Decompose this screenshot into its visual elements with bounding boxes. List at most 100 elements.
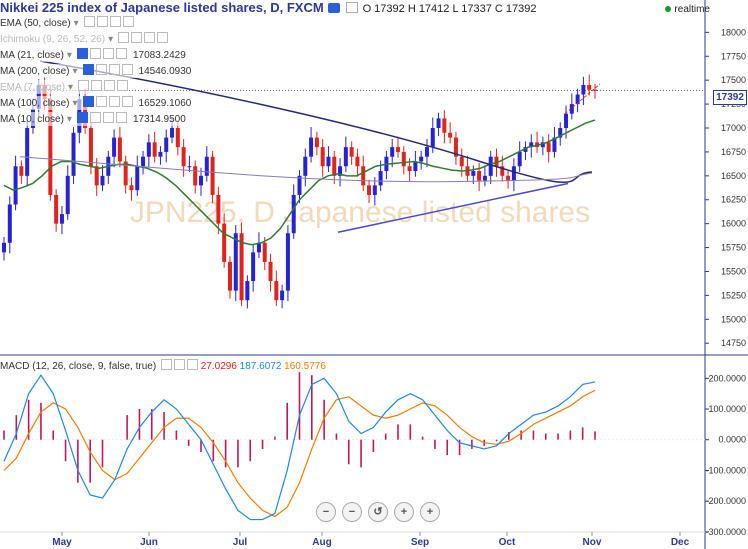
macd-tick-label: 100.0000	[708, 404, 746, 414]
candle	[175, 128, 180, 148]
indicator-row[interactable]: MA (21, close) ▾ 17083.2429	[0, 48, 186, 62]
indicator-label[interactable]: MA (100, close)	[0, 98, 70, 109]
candle	[48, 99, 53, 195]
macd-visibility-icon[interactable]	[160, 359, 172, 370]
candle	[54, 194, 59, 224]
macd-close-icon[interactable]	[186, 359, 198, 370]
indicator-label[interactable]: EMA (50, close)	[0, 18, 71, 29]
candle	[436, 118, 441, 128]
symbol-title[interactable]: Nikkei 225 index of Japanese listed shar…	[0, 0, 324, 15]
visibility-icon[interactable]	[78, 80, 90, 91]
settings-icon[interactable]	[95, 64, 107, 75]
indicator-row[interactable]: Ichimoku (9, 26, 52, 26) ▾	[0, 32, 169, 46]
indicator-row[interactable]: EMA (7, close) ▾	[0, 80, 129, 94]
settings-icon[interactable]	[89, 112, 101, 123]
scroll-right-icon[interactable]: +	[394, 502, 414, 522]
candle	[355, 156, 360, 167]
price-tick-label: 14750	[721, 338, 746, 348]
source-icon[interactable]	[109, 16, 121, 27]
source-icon[interactable]	[102, 48, 114, 59]
candle	[71, 132, 76, 176]
candle	[378, 171, 383, 186]
candle	[25, 128, 30, 176]
settings-icon[interactable]	[91, 80, 103, 91]
candle	[367, 185, 372, 195]
macd-label[interactable]: MACD (12, 26, close, 9, false, true)	[0, 361, 157, 372]
close-icon[interactable]	[157, 32, 169, 43]
source-icon[interactable]	[144, 32, 156, 43]
candle	[193, 166, 198, 186]
ohlc-readout: O 17392 H 17412 L 17337 C 17392	[362, 3, 537, 15]
visibility-icon[interactable]	[82, 96, 94, 107]
close-icon[interactable]	[122, 16, 134, 27]
candle	[407, 166, 412, 172]
indicator-label[interactable]: MA (200, close)	[0, 66, 70, 77]
visibility-icon[interactable]	[83, 16, 95, 27]
candle	[216, 194, 221, 224]
indicator-row[interactable]: MA (200, close) ▾ 14546.0930	[0, 64, 192, 78]
chevron-down-icon[interactable]: ▾	[72, 66, 78, 77]
chevron-down-icon[interactable]: ▾	[66, 50, 72, 61]
settings-icon[interactable]	[345, 2, 358, 13]
chevron-down-icon[interactable]: ▾	[73, 18, 79, 29]
macd-tick-label: -300.0000	[705, 527, 746, 537]
candle	[65, 175, 70, 215]
scroll-left-icon[interactable]: −	[342, 502, 362, 522]
candle	[88, 128, 93, 167]
candle	[540, 142, 545, 148]
candle	[170, 128, 175, 138]
candle	[94, 166, 99, 186]
chevron-down-icon[interactable]: ▾	[66, 114, 72, 125]
realtime-dot-icon	[665, 6, 672, 12]
candle	[181, 147, 186, 167]
chevron-down-icon[interactable]: ▾	[68, 82, 74, 93]
indicator-label[interactable]: MA (21, close)	[0, 50, 64, 61]
settings-icon[interactable]	[96, 16, 108, 27]
zoom-out-icon[interactable]: −	[316, 502, 336, 522]
close-icon[interactable]	[117, 80, 129, 91]
chevron-down-icon[interactable]: ▾	[108, 34, 114, 45]
source-icon[interactable]	[102, 112, 114, 123]
candle	[291, 194, 296, 234]
visibility-icon[interactable]	[76, 112, 88, 123]
candle	[262, 242, 267, 262]
candle	[332, 156, 337, 176]
zoom-in-icon[interactable]: +	[420, 502, 440, 522]
time-tick-label: May	[52, 537, 72, 548]
visibility-icon[interactable]	[118, 32, 130, 43]
close-icon[interactable]	[121, 96, 133, 107]
settings-icon[interactable]	[95, 96, 107, 107]
macd-header: MACD (12, 26, close, 9, false, true) 27.…	[0, 359, 326, 372]
price-tick-label: 16750	[721, 147, 746, 157]
candle	[13, 166, 18, 205]
chevron-down-icon[interactable]: ▾	[72, 98, 78, 109]
visibility-icon[interactable]	[82, 64, 94, 75]
price-tick-label: 16000	[721, 219, 746, 229]
indicator-row[interactable]: EMA (50, close) ▾	[0, 16, 134, 30]
indicator-row[interactable]: MA (100, close) ▾ 16529.1060	[0, 96, 192, 110]
settings-icon[interactable]	[131, 32, 143, 43]
visibility-icon[interactable]	[76, 48, 88, 59]
reset-icon[interactable]: ↺	[368, 502, 388, 522]
settings-icon[interactable]	[89, 48, 101, 59]
indicator-label[interactable]: EMA (7, close)	[0, 82, 66, 93]
macd-settings-icon[interactable]	[173, 359, 185, 370]
macd-signal-line	[3, 389, 596, 518]
candle	[500, 166, 505, 176]
candle	[372, 185, 377, 195]
close-icon[interactable]	[115, 48, 127, 59]
candle	[419, 156, 424, 162]
realtime-status: realtime	[665, 4, 710, 15]
candle	[233, 233, 238, 291]
source-icon[interactable]	[108, 96, 120, 107]
indicator-label[interactable]: MA (10, close)	[0, 114, 64, 125]
macd-signal-value: 160.5776	[284, 361, 326, 372]
source-icon[interactable]	[108, 64, 120, 75]
source-icon[interactable]	[104, 80, 116, 91]
eye-icon[interactable]	[328, 3, 341, 13]
candle	[459, 156, 464, 167]
close-icon[interactable]	[121, 64, 133, 75]
indicator-row[interactable]: MA (10, close) ▾ 17314.9500	[0, 112, 186, 126]
close-icon[interactable]	[115, 112, 127, 123]
indicator-label[interactable]: Ichimoku (9, 26, 52, 26)	[0, 34, 106, 45]
